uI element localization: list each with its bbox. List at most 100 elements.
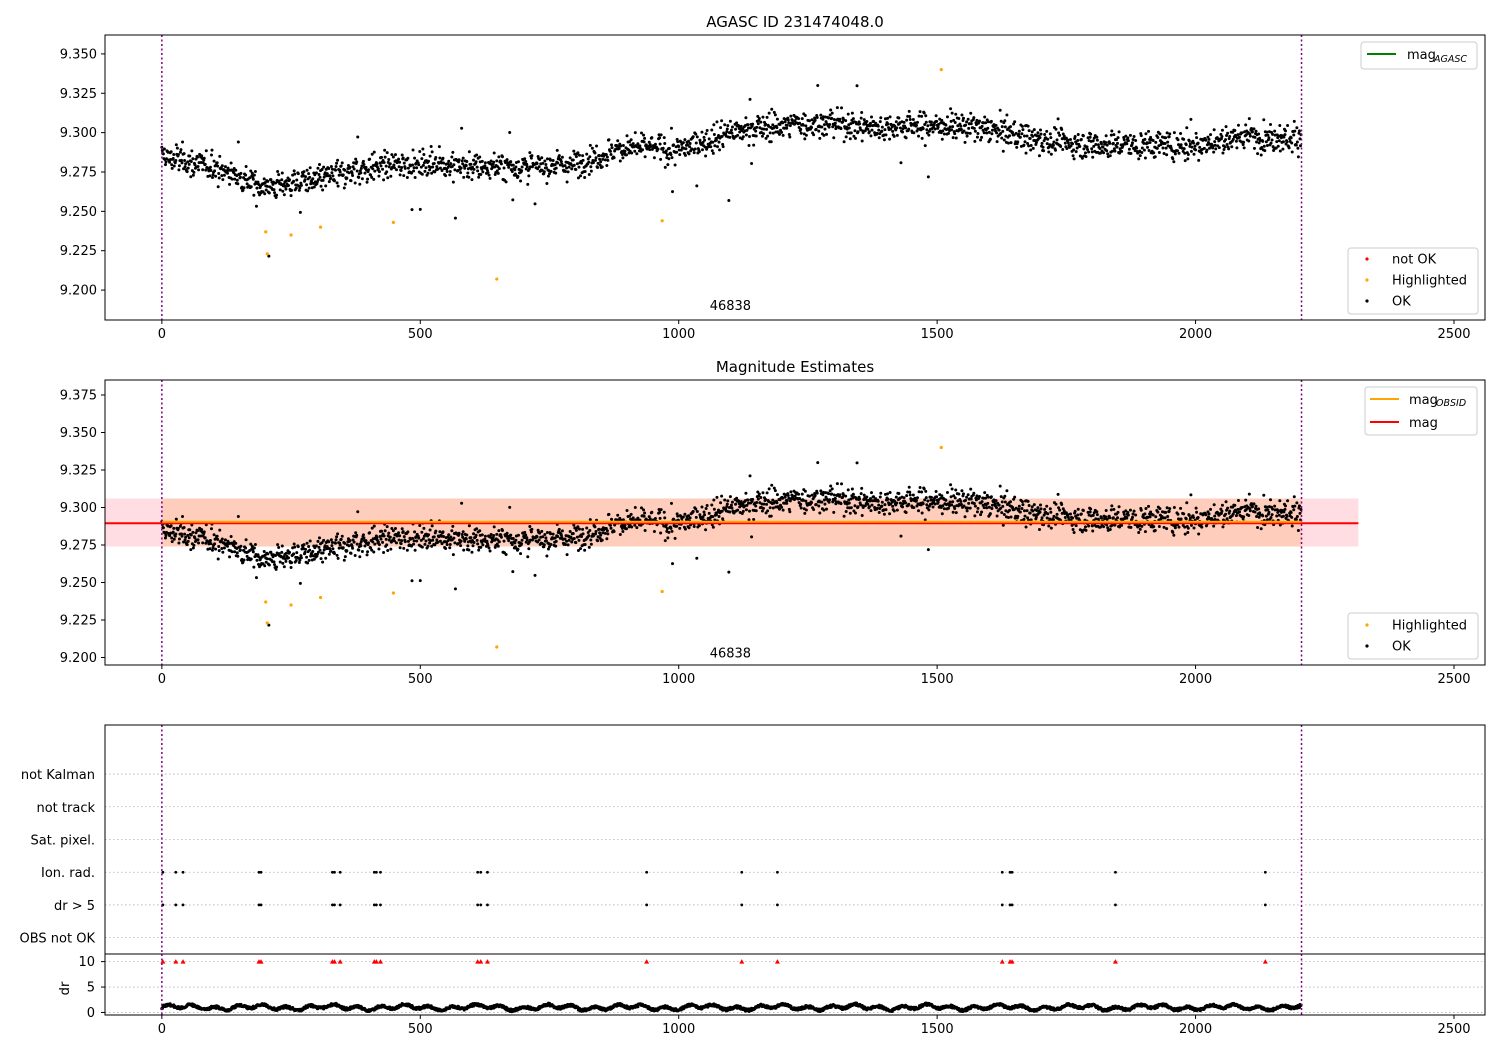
ok-point xyxy=(1248,134,1252,138)
ok-point xyxy=(1262,493,1266,497)
ok-point xyxy=(307,172,311,176)
ok-point xyxy=(466,171,470,175)
ok-point xyxy=(386,548,390,552)
ok-point xyxy=(424,539,428,543)
ok-point xyxy=(769,514,773,518)
ok-point xyxy=(480,167,484,171)
ok-point xyxy=(1110,129,1114,133)
ok-point xyxy=(1072,148,1076,152)
ok-point xyxy=(476,542,480,546)
ok-point xyxy=(201,541,205,545)
legend-marker xyxy=(1365,299,1369,303)
ok-point xyxy=(525,162,529,166)
ok-point xyxy=(633,523,637,527)
ok-point xyxy=(969,111,973,115)
y-tick-label: 9.350 xyxy=(60,47,97,62)
ok-point xyxy=(282,555,286,559)
ok-point xyxy=(830,487,834,491)
ok-point xyxy=(209,527,213,531)
ok-point xyxy=(483,537,487,541)
ok-point xyxy=(478,529,482,533)
ok-point xyxy=(765,491,769,495)
ok-point xyxy=(1000,125,1004,129)
ok-point xyxy=(220,546,224,550)
ok-point xyxy=(351,165,355,169)
ok-point xyxy=(610,143,614,147)
ok-point xyxy=(465,160,469,164)
ok-point xyxy=(182,525,186,529)
ok-point xyxy=(972,126,976,130)
ok-point xyxy=(1126,510,1130,514)
y-tick-label: 9.275 xyxy=(60,539,97,554)
ok-point xyxy=(453,587,457,591)
ok-point xyxy=(980,510,984,514)
ok-point xyxy=(595,144,599,148)
ok-point xyxy=(441,156,445,160)
flag-point xyxy=(374,870,378,874)
ok-point xyxy=(918,485,922,489)
ok-point xyxy=(1213,143,1217,147)
ok-point xyxy=(748,509,752,513)
ok-point xyxy=(555,148,559,152)
ok-point xyxy=(316,178,320,182)
ok-point xyxy=(335,161,339,165)
ok-point xyxy=(556,161,560,165)
ok-point xyxy=(242,558,246,562)
ok-point xyxy=(280,178,284,182)
ok-point xyxy=(768,131,772,135)
ok-point xyxy=(815,115,819,119)
ok-point xyxy=(1224,500,1228,504)
ok-point xyxy=(179,158,183,162)
ok-point xyxy=(1112,147,1116,151)
ok-point xyxy=(1189,493,1193,497)
ok-point xyxy=(783,501,787,505)
ok-point xyxy=(822,498,826,502)
ok-point xyxy=(589,542,593,546)
ok-point xyxy=(924,496,928,500)
ok-point xyxy=(593,532,597,536)
ok-point xyxy=(953,506,957,510)
ok-point xyxy=(266,552,270,556)
ok-point xyxy=(540,156,544,160)
ok-point xyxy=(1296,155,1300,159)
ok-point xyxy=(411,148,415,152)
ok-point xyxy=(263,564,267,568)
ok-point xyxy=(1247,117,1251,121)
ok-point xyxy=(218,528,222,532)
ok-point xyxy=(1127,147,1131,151)
ok-point xyxy=(544,536,548,540)
ok-point xyxy=(171,157,175,161)
ok-point xyxy=(1278,149,1282,153)
ok-point xyxy=(830,492,834,496)
ok-point xyxy=(186,539,190,543)
ok-point xyxy=(751,497,755,501)
ok-point xyxy=(935,495,939,499)
ok-point xyxy=(820,125,824,129)
ok-point xyxy=(1266,508,1270,512)
ok-point xyxy=(547,545,551,549)
ok-point xyxy=(901,130,905,134)
ok-point xyxy=(589,165,593,169)
ok-point xyxy=(1233,128,1237,132)
ok-point xyxy=(608,523,612,527)
ok-point xyxy=(1088,135,1092,139)
flag-point xyxy=(740,903,744,907)
ok-point xyxy=(1027,144,1031,148)
ok-point xyxy=(244,173,248,177)
ok-point xyxy=(688,145,692,149)
ok-point xyxy=(912,506,916,510)
ok-point xyxy=(508,130,512,134)
ok-point xyxy=(597,527,601,531)
ok-point xyxy=(1095,138,1099,142)
ok-point xyxy=(1125,516,1129,520)
ok-point xyxy=(804,124,808,128)
ok-point xyxy=(514,538,518,542)
ok-point xyxy=(1295,501,1299,505)
flag-point xyxy=(1263,870,1267,874)
ok-point xyxy=(222,173,226,177)
ok-point xyxy=(988,137,992,141)
ok-point xyxy=(302,170,306,174)
y-tick-label: 9.300 xyxy=(60,126,97,141)
ok-point xyxy=(874,497,878,501)
ok-point xyxy=(865,120,869,124)
